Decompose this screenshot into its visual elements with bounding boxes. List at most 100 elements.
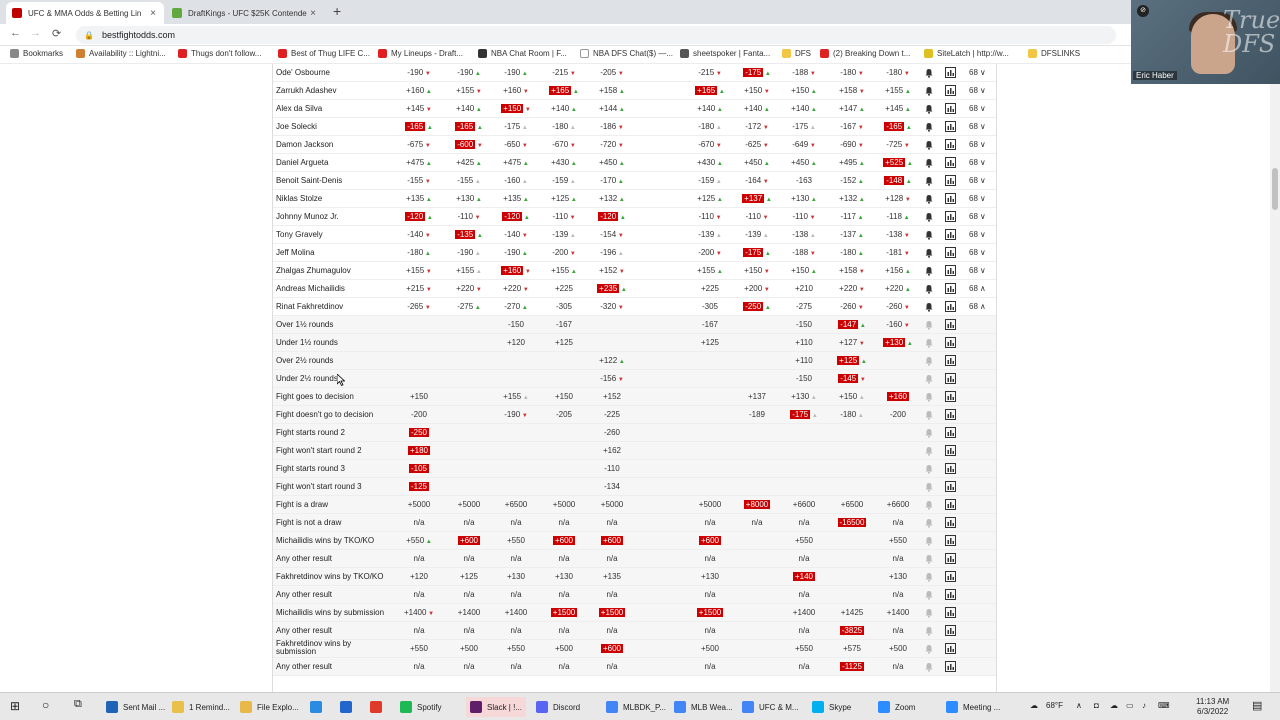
odds-cell[interactable]: -189 [733,410,781,419]
odds-cell[interactable]: -110 ▼ [780,212,828,221]
odds-cell[interactable]: +155 ▲ [445,266,493,275]
odds-cell[interactable]: +500 [686,644,734,653]
odds-cell[interactable]: +125 [445,572,493,581]
alert-bell-icon[interactable] [924,158,934,168]
tab-close-icon[interactable]: × [150,7,156,19]
odds-cell[interactable]: +127 ▼ [828,338,876,347]
odds-cell[interactable]: +145 ▲ [874,104,922,113]
odds-cell[interactable]: -215 ▼ [540,68,588,77]
weather-icon[interactable]: ☁ [1030,701,1038,710]
odds-cell[interactable]: -180 ▲ [395,248,443,257]
odds-cell[interactable]: -180 ▲ [540,122,588,131]
browser-tab[interactable]: DraftKings - UFC $25K Contende × [166,2,324,24]
prop-count-toggle[interactable]: 68 ∨ [969,194,986,203]
alert-bell-icon[interactable] [924,392,934,402]
odds-cell[interactable]: +550 [395,644,443,653]
line-chart-icon[interactable] [945,427,956,438]
bookmark-item[interactable]: Best of Thug LIFE C... [278,49,370,58]
odds-cell[interactable]: n/a [540,590,588,599]
alert-bell-icon[interactable] [924,68,934,78]
odds-cell[interactable]: +150 [395,392,443,401]
line-chart-icon[interactable] [945,247,956,258]
odds-cell[interactable]: +150 ▼ [733,86,781,95]
odds-cell[interactable]: +225 [686,284,734,293]
odds-cell[interactable]: -600 ▼ [445,140,493,149]
odds-cell[interactable]: +140 ▲ [686,104,734,113]
odds-cell[interactable]: +450 ▲ [780,158,828,167]
odds-cell[interactable]: +1400 [445,608,493,617]
odds-cell[interactable]: n/a [492,590,540,599]
odds-cell[interactable]: -134 [588,482,636,491]
odds-cell[interactable]: +137 ▲ [733,194,781,203]
prop-count-toggle[interactable]: 68 ∨ [969,266,986,275]
odds-cell[interactable]: -175 ▲ [492,122,540,131]
odds-cell[interactable]: +220 ▼ [492,284,540,293]
taskbar-app[interactable]: Spotify [396,697,445,717]
tab-close-icon[interactable]: × [310,7,316,19]
odds-cell[interactable]: -165 ▲ [445,122,493,131]
odds-cell[interactable]: +220 ▲ [874,284,922,293]
alert-bell-icon[interactable] [924,266,934,276]
odds-cell[interactable]: +450 ▲ [588,158,636,167]
bookmark-item[interactable]: Availability :: Lightni... [76,49,166,58]
odds-cell[interactable]: +140 ▲ [540,104,588,113]
taskbar-app[interactable] [336,697,361,717]
prop-count-toggle[interactable]: 68 ∨ [969,140,986,149]
bookmark-item[interactable]: DFS [782,49,811,58]
odds-cell[interactable]: n/a [686,590,734,599]
odds-cell[interactable]: +220 ▼ [828,284,876,293]
odds-cell[interactable]: n/a [445,554,493,563]
line-chart-icon[interactable] [945,517,956,528]
odds-cell[interactable]: -155 ▲ [445,176,493,185]
line-chart-icon[interactable] [945,445,956,456]
odds-cell[interactable]: +140 ▲ [733,104,781,113]
odds-cell[interactable]: +500 [874,644,922,653]
odds-cell[interactable]: +130 ▲ [874,338,922,347]
taskbar-app[interactable] [366,697,391,717]
fighter-name[interactable]: Niklas Stolze [276,194,323,203]
odds-cell[interactable]: +1500 [588,608,636,617]
odds-cell[interactable]: +550 [780,536,828,545]
mute-icon[interactable]: ⊘ [1137,5,1149,17]
alert-bell-icon[interactable] [924,554,934,564]
odds-cell[interactable]: -190 ▲ [492,68,540,77]
odds-cell[interactable]: -675 ▼ [395,140,443,149]
odds-cell[interactable]: -720 ▼ [588,140,636,149]
odds-cell[interactable]: +550 [492,644,540,653]
fighter-name[interactable]: Damon Jackson [276,140,334,149]
odds-cell[interactable]: +235 ▲ [588,284,636,293]
odds-cell[interactable]: n/a [780,626,828,635]
odds-cell[interactable]: -167 ▼ [828,122,876,131]
odds-cell[interactable]: -155 ▼ [395,176,443,185]
taskbar-app[interactable]: MLBDK_P... [602,697,670,717]
odds-cell[interactable]: -163 [780,176,828,185]
line-chart-icon[interactable] [945,625,956,636]
odds-cell[interactable]: -110 ▼ [540,212,588,221]
line-chart-icon[interactable] [945,481,956,492]
odds-cell[interactable]: +130 ▲ [780,194,828,203]
odds-cell[interactable]: +1400 [874,608,922,617]
alert-bell-icon[interactable] [924,302,934,312]
odds-cell[interactable]: -159 ▲ [540,176,588,185]
odds-cell[interactable]: -649 ▼ [780,140,828,149]
odds-cell[interactable]: +1500 [686,608,734,617]
odds-cell[interactable]: -265 ▼ [395,302,443,311]
alert-bell-icon[interactable] [924,320,934,330]
odds-cell[interactable]: -200 ▼ [540,248,588,257]
odds-cell[interactable]: -175 ▲ [780,410,828,419]
odds-cell[interactable]: -188 ▼ [780,68,828,77]
odds-cell[interactable]: -147 ▲ [828,320,876,329]
odds-cell[interactable]: +130 ▲ [780,392,828,401]
odds-cell[interactable]: +475 ▲ [395,158,443,167]
odds-cell[interactable]: +1400 [492,608,540,617]
odds-cell[interactable]: -3825 [828,626,876,635]
odds-cell[interactable]: -320 ▼ [588,302,636,311]
fighter-name[interactable]: Andreas Michailidis [276,284,345,293]
odds-cell[interactable]: -305 [540,302,588,311]
odds-cell[interactable]: +5000 [588,500,636,509]
odds-cell[interactable]: -270 ▲ [492,302,540,311]
odds-cell[interactable]: +135 ▲ [492,194,540,203]
bookmark-item[interactable]: My Lineups - Draft... [378,49,463,58]
taskbar-app[interactable]: Slack | !... [466,697,526,717]
odds-cell[interactable]: -120 ▲ [588,212,636,221]
